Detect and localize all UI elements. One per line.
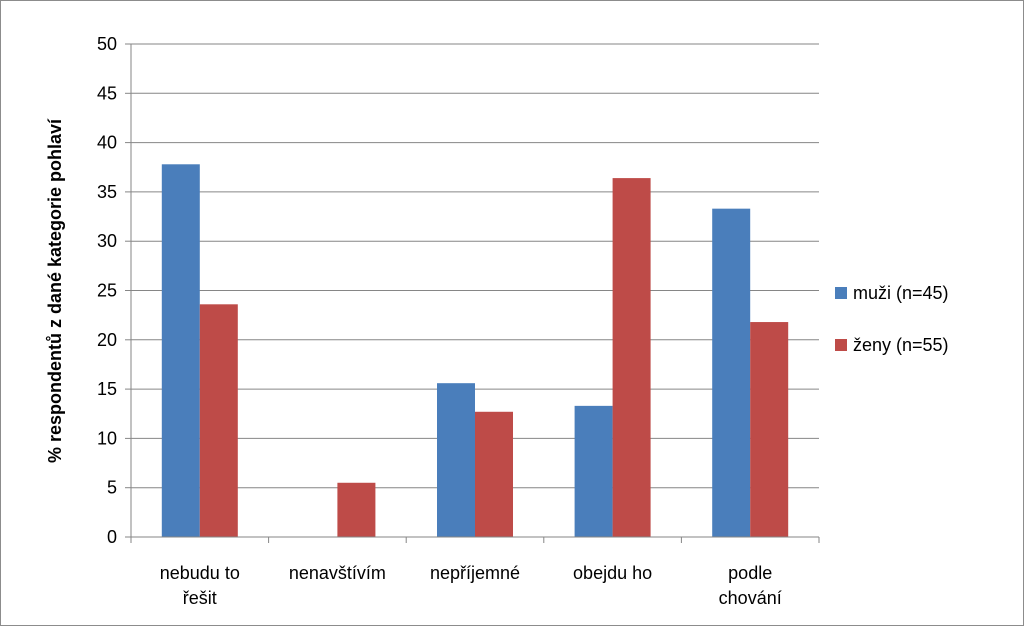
- y-tick-label-25: 25: [97, 281, 117, 301]
- bar-zeny-4: [750, 322, 789, 537]
- legend-label-0: muži (n=45): [853, 283, 949, 303]
- axes: [125, 43, 820, 543]
- bar-muzi-3: [574, 405, 613, 537]
- x-tick-label-2: nepříjemné: [430, 563, 520, 583]
- x-tick-label-1: nenavštívím: [289, 563, 386, 583]
- x-tick-label-4: podle chování: [719, 563, 782, 608]
- bar-muzi-4: [712, 208, 751, 538]
- y-tick-label-30: 30: [97, 231, 117, 251]
- x-tick-label-3: obejdu ho: [573, 563, 652, 583]
- bar-zeny-0: [199, 304, 238, 537]
- bar-muzi-0: [161, 164, 200, 538]
- bar-zeny-2: [475, 411, 513, 537]
- y-tick-label-10: 10: [97, 428, 117, 448]
- bar-muzi-2: [437, 383, 475, 537]
- legend-swatch-1: [835, 339, 847, 351]
- y-tick-label-0: 0: [107, 527, 117, 547]
- bars: [161, 164, 789, 538]
- bar-zeny-1: [337, 482, 376, 537]
- y-tick-label-35: 35: [97, 182, 117, 202]
- y-tick-label-15: 15: [97, 379, 117, 399]
- x-tick-label-0: nebudu to řešit: [160, 563, 240, 608]
- y-tick-label-20: 20: [97, 330, 117, 350]
- legend: muži (n=45) ženy (n=55): [835, 283, 949, 355]
- bar-zeny-3: [612, 178, 651, 537]
- y-tick-labels: 0 5 10 15 20 25 30 35 40 45 50: [97, 34, 117, 547]
- y-tick-label-45: 45: [97, 83, 117, 103]
- gridlines: [131, 43, 819, 489]
- y-tick-label-5: 5: [107, 478, 117, 498]
- y-tick-label-40: 40: [97, 133, 117, 153]
- y-axis-label: % respondentů z dané kategorie pohlaví: [45, 118, 65, 463]
- legend-swatch-0: [835, 287, 847, 299]
- legend-label-1: ženy (n=55): [853, 335, 949, 355]
- y-tick-label-50: 50: [97, 34, 117, 54]
- x-tick-labels: nebudu to řešit nenavštívím nepříjemné obejd…: [160, 563, 782, 608]
